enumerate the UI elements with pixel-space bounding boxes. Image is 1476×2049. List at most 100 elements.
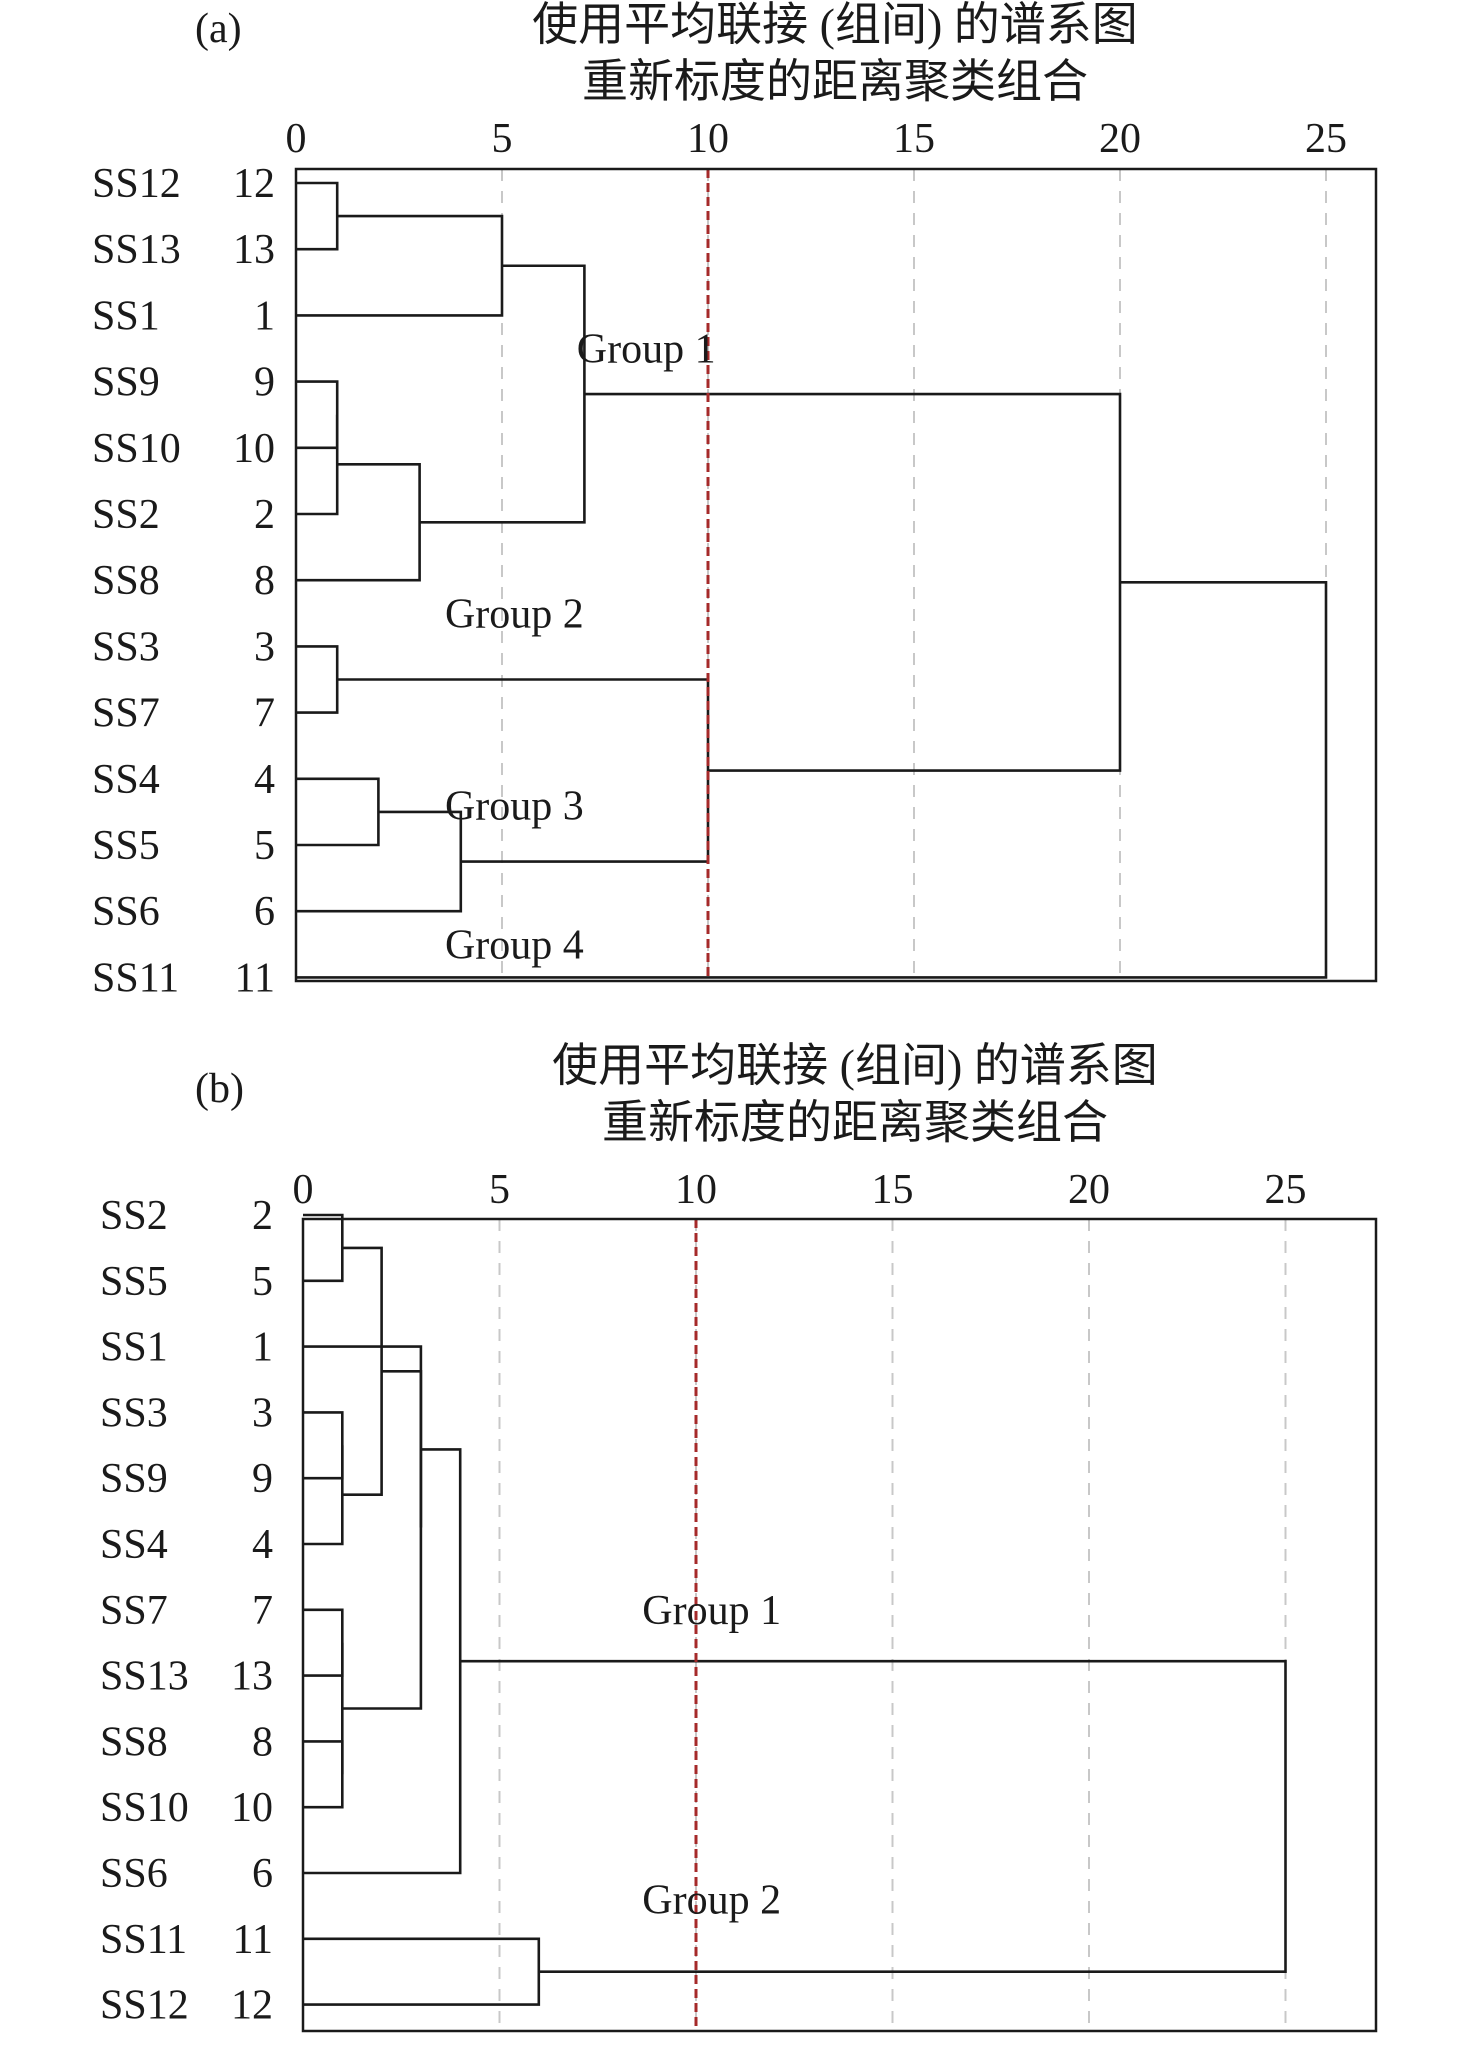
x-tick-label: 15 — [893, 116, 935, 162]
dendrogram-link — [303, 1345, 423, 1710]
leaf-number: 12 — [233, 161, 275, 207]
x-tick-label: 25 — [1265, 1167, 1307, 1213]
panel-b: (b) 使用平均联接 (组间) 的谱系图 重新标度的距离聚类组合 0 5 10 15 2… — [100, 1040, 1378, 2033]
leaf-name: SS6 — [92, 889, 160, 935]
title-line2-a: 重新标度的距离聚类组合 — [582, 56, 1088, 107]
dendrogram-link — [303, 1411, 344, 1480]
leaf-number: 13 — [233, 227, 275, 273]
leaf-number: 8 — [252, 1719, 273, 1765]
leaf-number: 11 — [233, 1917, 273, 1963]
dendrogram-link — [296, 214, 504, 317]
leaf-name: SS7 — [92, 691, 160, 737]
leaf-name: SS3 — [100, 1390, 168, 1436]
dendrogram-link — [342, 1246, 383, 1496]
x-tick-label: 0 — [293, 1167, 314, 1213]
group-label: Group 2 — [642, 1877, 781, 1923]
x-tick-label: 0 — [286, 116, 307, 162]
x-tick-label: 10 — [687, 116, 729, 162]
leaf-number: 10 — [231, 1785, 273, 1831]
leaf-name: SS6 — [100, 1851, 168, 1897]
leaf-number: 11 — [235, 955, 275, 1001]
dendrogram-link — [584, 392, 1122, 772]
dendrogram-links-b — [303, 1213, 1287, 2006]
title-line2-b: 重新标度的距离聚类组合 — [602, 1097, 1108, 1148]
leaf-name: SS8 — [92, 558, 160, 604]
plot-frame-a — [294, 167, 1378, 983]
dendrogram-link — [296, 380, 339, 450]
leaf-number: 5 — [252, 1259, 273, 1305]
leaf-number: 6 — [254, 889, 275, 935]
leaf-name: SS12 — [100, 1983, 189, 2029]
leaf-number: 4 — [252, 1522, 273, 1568]
leaf-name: SS9 — [92, 360, 160, 406]
leaf-name: SS13 — [92, 227, 181, 273]
panel-a: (a) 使用平均联接 (组间) 的谱系图 重新标度的距离聚类组合 0 5 10 15 2… — [92, 0, 1378, 1001]
leaf-name: SS2 — [92, 492, 160, 538]
leaf-name: SS1 — [92, 293, 160, 339]
leaf-number: 9 — [254, 360, 275, 406]
dendrogram-links-a — [296, 181, 1328, 979]
leaf-name: SS4 — [92, 757, 160, 803]
leaf-name: SS12 — [92, 161, 181, 207]
x-tick-label: 5 — [492, 116, 513, 162]
group-label: Group 3 — [445, 783, 584, 829]
x-tick-label: 20 — [1099, 116, 1141, 162]
dendrogram-link — [303, 1937, 541, 2006]
dendrogram-link — [296, 645, 339, 714]
leaf-number: 9 — [252, 1456, 273, 1502]
leaf-name: SS10 — [92, 426, 181, 472]
leaf-number: 2 — [252, 1193, 273, 1239]
leaf-number: 13 — [231, 1654, 273, 1700]
leaf-name: SS10 — [100, 1785, 189, 1831]
leaf-number: 6 — [252, 1851, 273, 1897]
leaf-number: 10 — [233, 426, 275, 472]
panel-label-b: (b) — [195, 1066, 244, 1112]
group-labels-b: Group 1 Group 2 — [642, 1588, 781, 1924]
dendrogram-link — [460, 1659, 1287, 1973]
leaf-number: 3 — [254, 624, 275, 670]
group-labels-a: Group 1 Group 2 Group 3 Group 4 — [445, 327, 716, 969]
leaf-name: SS8 — [100, 1719, 168, 1765]
dendrogram-link — [303, 1213, 344, 1283]
leaf-number: 8 — [254, 558, 275, 604]
leaf-name: SS4 — [100, 1522, 168, 1568]
dendrogram-link — [296, 777, 380, 847]
dendrogram-link — [337, 678, 710, 863]
title-line1-a: 使用平均联接 (组间) 的谱系图 — [532, 0, 1138, 50]
leaf-name: SS9 — [100, 1456, 168, 1502]
group-label: Group 2 — [445, 591, 584, 637]
leaf-number: 2 — [254, 492, 275, 538]
group-label: Group 1 — [642, 1588, 781, 1634]
panel-label-a: (a) — [195, 6, 242, 52]
x-tick-label: 25 — [1305, 116, 1347, 162]
dendrogram-link — [303, 1740, 344, 1809]
leaf-name: SS11 — [100, 1917, 187, 1963]
x-tick-label: 10 — [675, 1167, 717, 1213]
x-axis-ticks-a: 0 5 10 15 20 25 — [286, 116, 1348, 162]
leaf-number: 1 — [252, 1325, 273, 1371]
grid-a — [501, 169, 1327, 981]
dendrogram-link — [296, 580, 1328, 979]
leaf-number: 5 — [254, 823, 275, 869]
leaf-name: SS7 — [100, 1588, 168, 1634]
leaf-number: 4 — [254, 757, 275, 803]
leaf-name: SS5 — [100, 1259, 168, 1305]
dendrogram-link — [303, 1608, 344, 1677]
dendrogram-link — [296, 463, 421, 582]
x-tick-label: 15 — [872, 1167, 914, 1213]
leaf-number: 1 — [254, 293, 275, 339]
dendrogram-link — [303, 1445, 344, 1546]
x-tick-label: 20 — [1068, 1167, 1110, 1213]
leaf-number: 7 — [254, 691, 275, 737]
leaf-number: 7 — [252, 1588, 273, 1634]
dendrogram-link — [296, 181, 339, 251]
leaf-name: SS13 — [100, 1654, 189, 1700]
leaf-name: SS5 — [92, 823, 160, 869]
leaf-name: SS11 — [92, 955, 179, 1001]
plot-frame-b — [301, 1217, 1378, 2033]
group-label: Group 4 — [445, 922, 584, 968]
leaf-name: SS1 — [100, 1325, 168, 1371]
